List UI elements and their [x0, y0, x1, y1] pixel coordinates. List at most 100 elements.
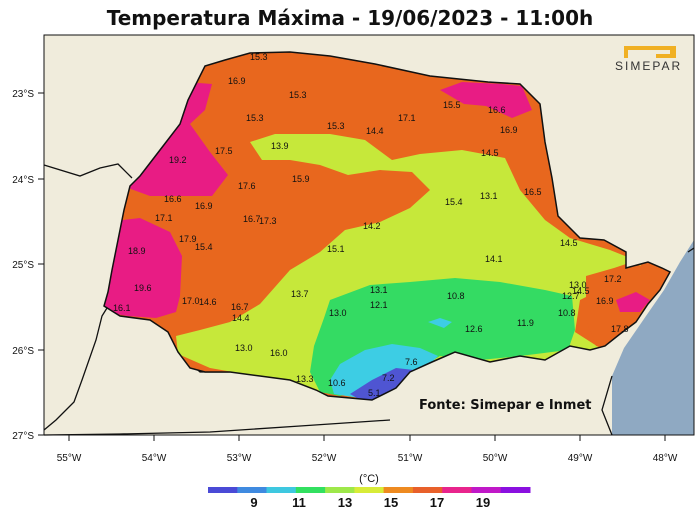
lat-label-25s: 25°S — [12, 260, 34, 271]
station-label: 17.5 — [215, 146, 233, 156]
lat-label-24s: 24°S — [12, 175, 34, 186]
unit-label: (°C) — [359, 473, 379, 485]
ocean — [612, 240, 694, 435]
colorbar-tick-15: 15 — [384, 495, 398, 510]
station-label: 7.2 — [382, 373, 395, 383]
station-label: 17.2 — [604, 274, 622, 284]
field-blue — [350, 368, 414, 400]
colorbar-segment — [354, 487, 385, 493]
station-label: 13.0 — [235, 343, 253, 353]
station-label: 17.1 — [398, 113, 416, 123]
colorbar-segment — [325, 487, 355, 493]
lon-label-51w: 51°W — [398, 453, 423, 464]
station-label: 16.9 — [195, 201, 213, 211]
field-magenta-northeast — [440, 82, 532, 118]
station-label: 13.9 — [271, 141, 289, 151]
station-label: 17.1 — [155, 213, 173, 223]
colorbar-segment — [500, 487, 531, 493]
station-label: 16.9 — [228, 76, 246, 86]
field-cyan — [330, 344, 438, 398]
station-label: 13.7 — [291, 289, 309, 299]
logo-mark-icon — [624, 46, 676, 58]
station-label: 14.6 — [199, 297, 217, 307]
station-label: 15.4 — [445, 197, 463, 207]
station-label: 14.5 — [481, 148, 499, 158]
lon-label-55w: 55°W — [57, 453, 82, 464]
lon-label-52w: 52°W — [312, 453, 337, 464]
colorbar-tick-9: 9 — [250, 495, 257, 510]
field-magenta-southwest — [104, 218, 182, 318]
station-label: 14.4 — [232, 313, 250, 323]
colorbar-tick-17: 17 — [430, 495, 444, 510]
station-label: 16.7 — [243, 214, 261, 224]
colorbar-tick-19: 19 — [476, 495, 490, 510]
map-frame — [43, 34, 695, 436]
station-label: 14.5 — [560, 238, 578, 248]
station-label: 14.2 — [363, 221, 381, 231]
station-label: 19.6 — [134, 283, 152, 293]
source-credit: Fonte: Simepar e Inmet — [419, 398, 592, 413]
field-cyan-small — [428, 318, 452, 328]
station-label: 14.1 — [485, 254, 503, 264]
station-label: 13.0 — [329, 308, 347, 318]
station-label: 18.9 — [128, 246, 146, 256]
lon-label-53w: 53°W — [227, 453, 252, 464]
lon-label-50w: 50°W — [483, 453, 508, 464]
field-magenta-coast — [616, 292, 650, 312]
station-label: 15.3 — [327, 121, 345, 131]
station-label: 15.3 — [289, 90, 307, 100]
station-label: 10.6 — [328, 378, 346, 388]
station-label: 14.5 — [572, 286, 590, 296]
station-label: 16.6 — [488, 105, 506, 115]
station-label: 13.1 — [480, 191, 498, 201]
station-label: 17.3 — [259, 216, 277, 226]
colorbar-segment — [471, 487, 502, 493]
colorbar-segment — [383, 487, 414, 493]
colorbar-segment — [442, 487, 472, 493]
station-label: 5.1 — [368, 388, 381, 398]
map-title: Temperatura Máxima - 19/06/2023 - 11:00h — [106, 6, 594, 30]
station-label: 17.9 — [179, 234, 197, 244]
station-label: 17.0 — [182, 296, 200, 306]
station-label: 16.9 — [500, 125, 518, 135]
colorbar-segment — [295, 487, 326, 493]
lon-label-54w: 54°W — [142, 453, 167, 464]
station-label: 19.2 — [169, 155, 187, 165]
station-label: 15.1 — [327, 244, 345, 254]
colorbar-segment — [266, 487, 297, 493]
station-label: 13.0 — [569, 280, 587, 290]
station-label: 13.1 — [370, 285, 388, 295]
colorbar-tick-11: 11 — [292, 495, 306, 510]
simepar-logo: SIMEPAR — [615, 46, 682, 73]
station-label: 12.1 — [370, 300, 388, 310]
lat-label-26s: 26°S — [12, 346, 34, 357]
lat-label-27s: 27°S — [12, 431, 34, 442]
station-label: 16.9 — [596, 296, 614, 306]
station-label: 13.3 — [296, 374, 314, 384]
station-labels: 15.3 16.9 15.3 15.5 16.6 15.3 15.3 14.4 17.1 16.9… — [113, 52, 629, 398]
station-label: 10.8 — [447, 291, 465, 301]
station-label: 10.8 — [558, 308, 576, 318]
logo-text: SIMEPAR — [615, 59, 682, 73]
station-label: 12.7 — [562, 291, 580, 301]
station-label: 12.6 — [465, 324, 483, 334]
colorbar-segment — [208, 487, 238, 493]
lon-label-49w: 49°W — [568, 453, 593, 464]
station-label: 16.0 — [270, 348, 288, 358]
station-label: 16.5 — [524, 187, 542, 197]
colorbar — [208, 487, 531, 493]
station-label: 16.1 — [113, 303, 131, 313]
station-label: 14.4 — [366, 126, 384, 136]
station-label: 16.6 — [164, 194, 182, 204]
station-label: 17.6 — [238, 181, 256, 191]
axis-ticks — [38, 92, 666, 441]
station-label: 17.8 — [611, 324, 629, 334]
field-magenta-west — [128, 82, 228, 196]
station-label: 15.4 — [195, 242, 213, 252]
colorbar-segment — [237, 487, 268, 493]
lat-label-23s: 23°S — [12, 89, 34, 100]
station-label: 11.9 — [517, 318, 534, 328]
colorbar-tick-13: 13 — [338, 495, 352, 510]
station-label: 15.5 — [443, 100, 461, 110]
station-label: 15.9 — [292, 174, 310, 184]
